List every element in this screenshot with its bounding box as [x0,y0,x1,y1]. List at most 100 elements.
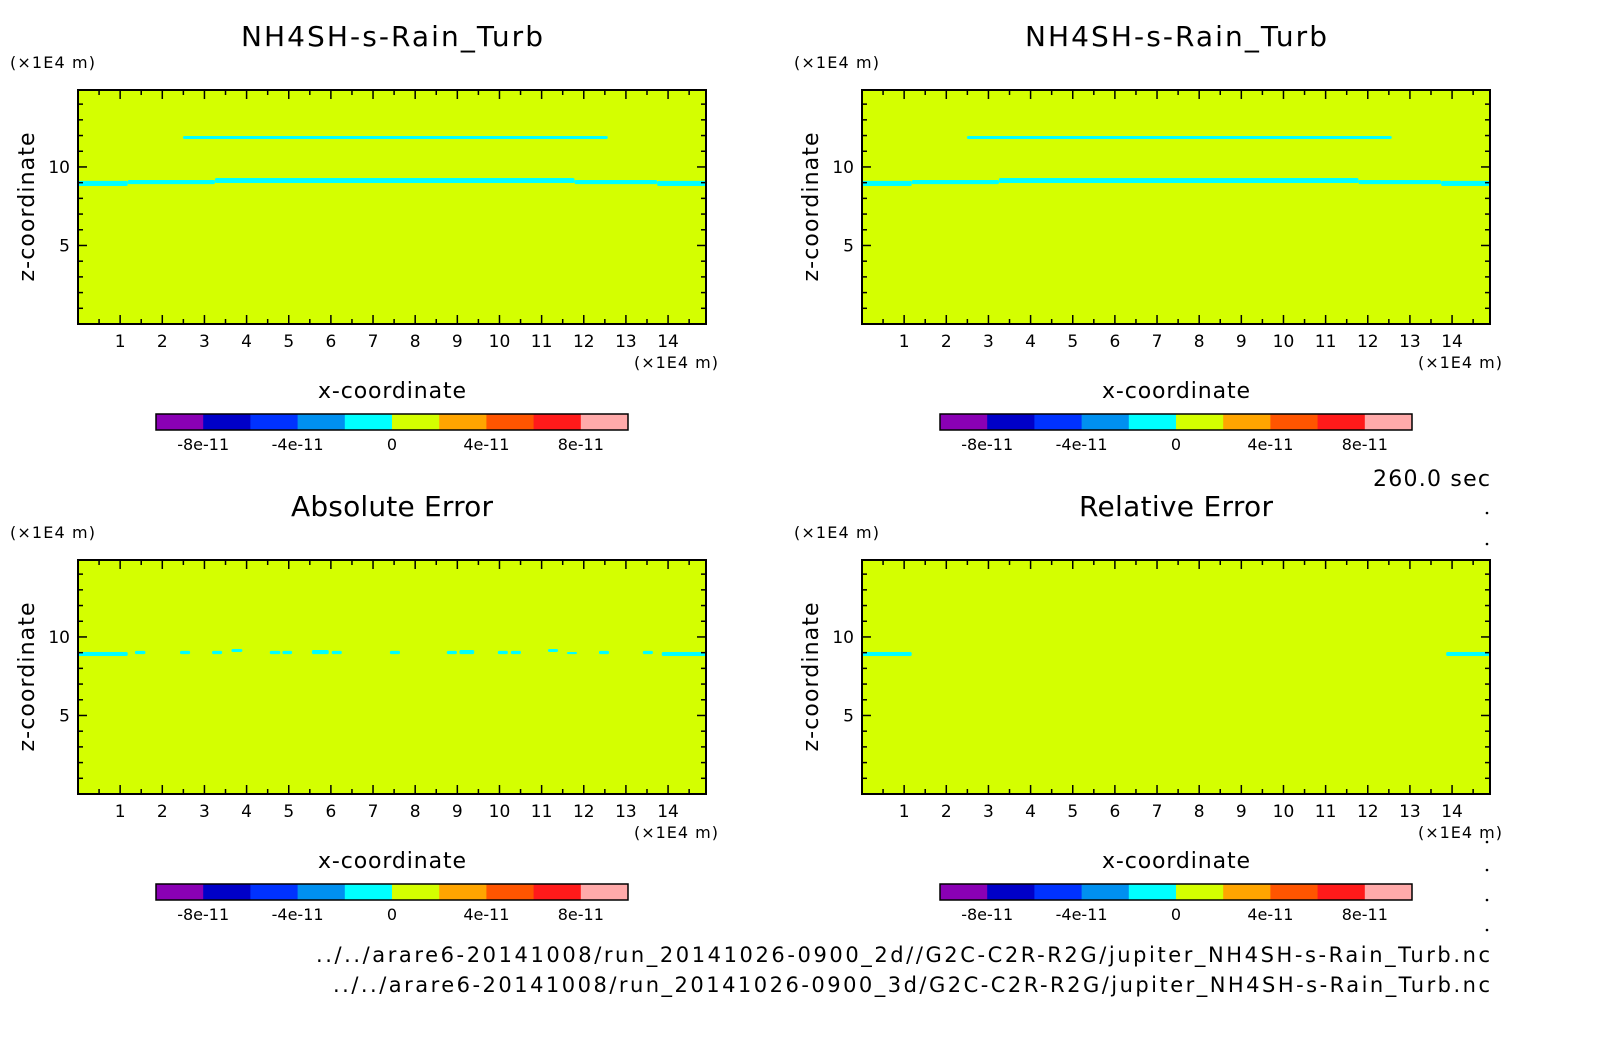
colorbar-segment [250,884,298,900]
file-path: ../../arare6-20141008/run_20141026-0900_… [333,973,1490,998]
contour-region [998,177,1359,183]
x-tick-label: 2 [157,802,168,822]
y-tick-label: 10 [832,158,854,178]
colorbar-frame [155,883,629,901]
contour-region [182,136,608,139]
x-tick-label: 2 [157,332,168,352]
colorbar-segment [1270,414,1318,430]
x-axis-unit: (×1E4 m) [634,353,718,372]
x-tick-label: 5 [1067,332,1078,352]
x-tick-label: 7 [368,332,379,352]
y-tick-label: 5 [843,706,854,726]
x-axis-label: x-coordinate [1102,849,1250,874]
x-tick-label: 6 [325,332,336,352]
contour-fill-background [78,560,706,794]
x-tick-label: 7 [1152,332,1163,352]
x-axis-unit: (×1E4 m) [1418,823,1502,842]
contour-region [78,652,128,656]
x-tick-label: 4 [241,802,252,822]
x-tick-label: 4 [1025,802,1036,822]
y-tick-label: 10 [832,628,854,648]
contour-region [269,650,281,655]
contour-region [127,179,215,185]
x-tick-label: 3 [983,802,994,822]
contour-fill-background [78,90,706,324]
contour-region [547,649,559,653]
colorbar-segment [987,414,1035,430]
contour-region [212,650,223,655]
colorbar-segment [1223,414,1271,430]
colorbar-tick-label: 4e-11 [1247,905,1293,924]
x-tick-label: 5 [283,802,294,822]
colorbar-segment [297,884,346,900]
panel-bottom-right: Relative Error(×1E4 m)1 2 3 4 5 6 7 8 9 10 11 12 13 1… [794,490,1502,924]
x-tick-label: 9 [452,332,463,352]
x-tick-label: 11 [531,332,553,352]
x-tick-label: 12 [573,802,595,822]
x-tick-label: 6 [325,802,336,822]
colorbar-segment [1176,884,1224,900]
x-tick-label: 6 [1109,802,1120,822]
contour-fill-background [862,90,1490,324]
plot-frame [861,89,1491,325]
x-tick-label: 1 [115,332,126,352]
panels: NH4SH-s-Rain_Turb(×1E4 m)1 2 3 4 5 6 7 8 9 10 11 12… [10,20,1502,924]
colorbar-frame [939,883,1413,901]
y-axis-label: z-coordinate [799,133,824,282]
y-axis-unit: (×1E4 m) [794,523,879,542]
x-tick-label: 13 [615,332,637,352]
contour-region [497,650,508,655]
contour-region [642,650,653,655]
colorbar-segment [1034,414,1082,430]
contour-region [282,650,293,655]
colorbar-tick-label: -4e-11 [1056,905,1108,924]
x-tick-label: 11 [1315,802,1337,822]
x-tick-label: 9 [1236,802,1247,822]
colorbar-segment [439,414,487,430]
x-axis-label: x-coordinate [318,849,466,874]
colorbar-segment [1034,884,1082,900]
colorbar-tick-label: 8e-11 [1342,905,1388,924]
colorbar-segment [1270,884,1318,900]
contour-region [446,650,457,655]
colorbar-segment [533,414,582,430]
x-tick-label: 9 [1236,332,1247,352]
x-tick-label: 2 [941,802,952,822]
colorbar-tick-label: 0 [387,905,397,924]
x-tick-label: 10 [1273,802,1295,822]
plot-frame [77,89,707,325]
colorbar-frame [155,413,629,431]
contour-region [966,136,1392,139]
x-tick-label: 4 [241,332,252,352]
x-tick-label: 12 [573,332,595,352]
contour-region [311,649,329,655]
colorbar-tick-label: -4e-11 [272,905,324,924]
colorbar-segment [940,884,988,900]
colorbar-segment [250,414,298,430]
panel-top-left: NH4SH-s-Rain_Turb(×1E4 m)1 2 3 4 5 6 7 8 9 10 11 12… [10,20,718,454]
x-axis-unit: (×1E4 m) [634,823,718,842]
panel-bottom-left: Absolute Error(×1E4 m)1 2 3 4 5 6 7 8 9 10 11 12 13 1… [10,490,718,924]
x-tick-label: 8 [410,332,421,352]
colorbar-segment [580,884,629,900]
contour-region [1446,652,1490,656]
x-tick-label: 13 [1399,332,1421,352]
x-tick-label: 6 [1109,332,1120,352]
x-tick-label: 12 [1357,802,1379,822]
colorbar-segment [344,414,393,430]
stray-dots [1485,511,1489,932]
colorbar-segment [533,884,582,900]
colorbar-segment [1081,414,1130,430]
colorbar-segment [1317,884,1366,900]
x-tick-label: 1 [115,802,126,822]
x-tick-label: 14 [657,802,679,822]
panel-title: Relative Error [1079,490,1273,523]
panel-top-right: NH4SH-s-Rain_Turb(×1E4 m)1 2 3 4 5 6 7 8 9 10 11 12… [794,20,1502,454]
y-axis-unit: (×1E4 m) [794,53,879,72]
colorbar-segment [486,414,534,430]
colorbar-segment [156,884,204,900]
colorbar-tick-label: -8e-11 [177,905,229,924]
colorbar-tick-label: -4e-11 [1056,435,1108,454]
colorbar-segment [987,884,1035,900]
